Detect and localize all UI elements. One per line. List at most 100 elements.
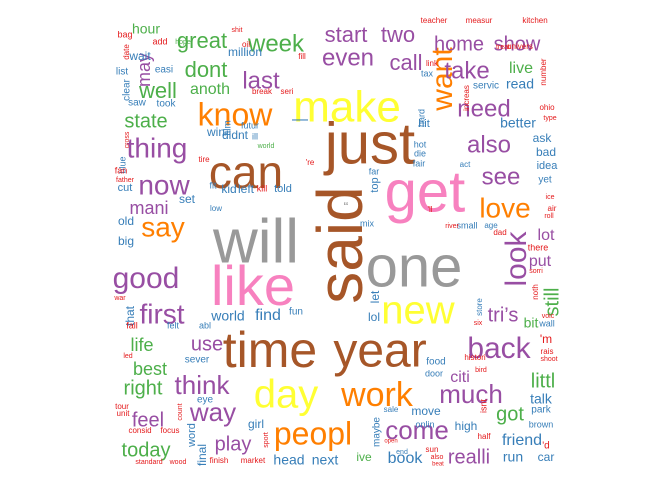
word-there-157: there: [528, 242, 549, 252]
word-rais-162: rais: [541, 347, 554, 356]
word-need-28: need: [457, 95, 510, 122]
word-head-73: head: [273, 452, 304, 468]
word-sun-190: sun: [426, 445, 439, 454]
word-finish-178: finish: [210, 456, 229, 465]
word-war-171: war: [113, 295, 126, 302]
word-lol-105: lol: [368, 310, 380, 324]
word-food-84: food: [426, 357, 445, 368]
word-led-170: led: [123, 353, 132, 360]
word-also-30: also: [467, 131, 511, 158]
word-tire-145: tire: [198, 155, 210, 164]
word-think-26: think: [175, 370, 231, 400]
word-kill-147: kill: [257, 183, 268, 193]
word-set-96: set: [179, 192, 196, 206]
word-bag-120: bag: [117, 29, 132, 39]
word-didnt-80: didnt: [222, 128, 249, 142]
word-fair-111: fair: [413, 158, 426, 168]
word-come-24: come: [385, 415, 449, 445]
word-find-66: find: [255, 307, 281, 324]
word-dad-155: dad: [493, 228, 506, 237]
word-friend-63: friend: [502, 432, 542, 449]
word-end-201: end: [396, 449, 408, 456]
word-home-41: home: [434, 33, 484, 55]
word-wall-166: wall: [538, 318, 555, 328]
word-type-133: type: [543, 115, 556, 122]
word-will-1: will: [212, 207, 299, 276]
word--198: —: [292, 111, 308, 128]
word-time-6: time: [223, 322, 317, 378]
word-love-17: love: [479, 192, 530, 223]
word-run-71: run: [503, 449, 523, 465]
word-million-79: million: [228, 45, 262, 59]
word-one-2: one: [366, 234, 463, 299]
word-air-152: air: [548, 204, 557, 213]
word-servic-126: servic: [473, 81, 499, 92]
word-half-189: half: [478, 432, 492, 441]
word-consid-174: consid: [128, 426, 151, 435]
word-hit-108: hit: [418, 118, 430, 130]
word-river-156: river: [445, 223, 459, 230]
word-next-72: next: [312, 452, 339, 468]
word-see-29: see: [482, 163, 521, 190]
word-die-110: die: [414, 148, 426, 158]
word-got-50: got: [496, 403, 524, 425]
word-univers-130: univers: [507, 42, 533, 51]
word-fan-140: fan: [115, 165, 128, 175]
word-measur-135: measur: [466, 16, 493, 25]
word-cut-95: cut: [118, 182, 133, 194]
word-want-15: want: [426, 47, 459, 112]
word-brown-91: brown: [529, 419, 554, 429]
word-book-64: book: [388, 450, 424, 467]
word-like-5: like: [211, 254, 295, 317]
word-bad-87: bad: [536, 145, 556, 159]
word-act-112: act: [460, 160, 471, 169]
word-shoot-163: shoot: [540, 356, 557, 363]
word-start-38: start: [325, 22, 368, 47]
word-life-57: life: [130, 335, 153, 355]
word-break-124: break: [252, 87, 273, 96]
word-roll-153: roll: [544, 213, 554, 220]
word-high-76: high: [455, 419, 478, 433]
word-best-58: best: [133, 359, 167, 379]
word-oil-122: oil: [242, 40, 250, 49]
word-win-81: win: [206, 125, 225, 139]
word-back-18: back: [467, 332, 531, 365]
word-even-32: even: [322, 44, 374, 71]
word-day-11: day: [254, 373, 319, 417]
word-year-7: year: [333, 325, 426, 378]
word-talk-70: talk: [530, 391, 553, 407]
word-live-61: live: [509, 60, 533, 77]
word-seri-125: seri: [281, 87, 294, 96]
word-abl-103: abl: [199, 320, 211, 330]
word-wood-181: wood: [169, 459, 187, 466]
word-tri-s-52: tri’s: [488, 304, 519, 326]
word-week-34: week: [247, 30, 305, 57]
word-yet-89: yet: [538, 175, 552, 186]
word-age-151: age: [484, 221, 498, 230]
word-world-200: world: [257, 143, 275, 150]
word-two-39: two: [381, 22, 415, 47]
word-use-44: use: [191, 333, 223, 355]
word-sorri-158: sorri: [529, 268, 543, 275]
word-fun-101: fun: [289, 307, 303, 318]
word-well-37: well: [138, 78, 177, 103]
word-ive-74: ive: [356, 450, 372, 464]
word-show-42: show: [494, 33, 541, 55]
word-blue-138: blue: [117, 156, 127, 173]
word-great-35: great: [177, 28, 227, 53]
word-onlin-186: onlin: [415, 419, 434, 429]
word-isnt-188: isnt: [478, 399, 488, 414]
word-saw-115: saw: [128, 98, 147, 109]
word-date-121: date: [122, 44, 131, 60]
word-count-183: count: [177, 403, 184, 420]
word-hot-109: hot: [414, 139, 427, 149]
word-good-19: good: [113, 262, 180, 295]
word-peopl-14: peopl: [274, 415, 352, 451]
word-park-90: park: [531, 405, 551, 416]
word-right-45: right: [124, 377, 163, 399]
word-add-119: add: [152, 36, 167, 46]
word-first-20: first: [139, 298, 184, 329]
word-dont-36: dont: [185, 57, 228, 82]
word-open-202: open: [384, 439, 397, 445]
word-realli-49: realli: [448, 446, 490, 468]
